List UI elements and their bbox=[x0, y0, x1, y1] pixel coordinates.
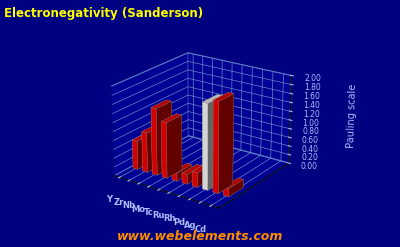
Text: Electronegativity (Sanderson): Electronegativity (Sanderson) bbox=[4, 7, 203, 21]
Text: www.webelements.com: www.webelements.com bbox=[117, 230, 283, 243]
